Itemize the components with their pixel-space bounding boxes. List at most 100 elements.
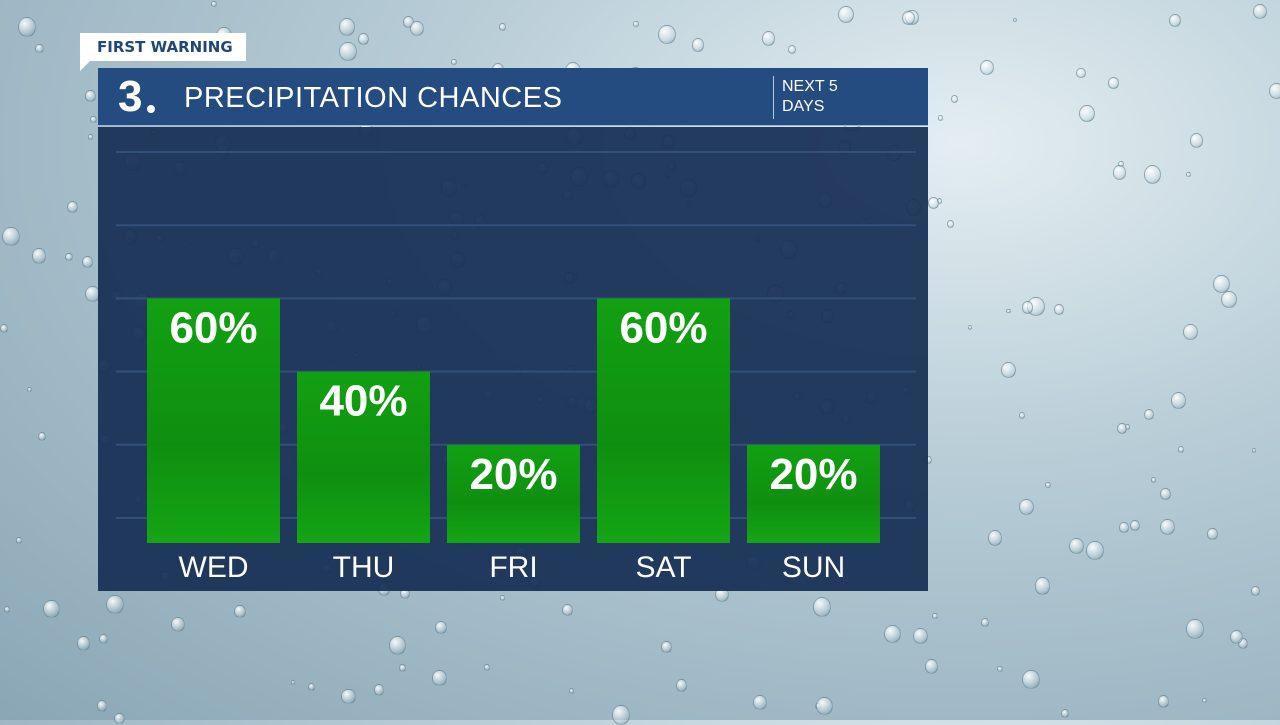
- rain-drop: [611, 705, 630, 725]
- chart-area: 60% WED 40% THU 20% FRI 60% SAT 20% SUN: [98, 127, 928, 591]
- rain-drop: [432, 669, 447, 686]
- data-label: 60%: [169, 303, 257, 352]
- rain-drop: [1069, 537, 1084, 554]
- rain-drop: [76, 636, 91, 652]
- rain-drop: [988, 530, 1003, 546]
- rain-drop: [18, 16, 37, 37]
- rain-drop: [981, 618, 990, 627]
- rain-drop: [1160, 519, 1175, 536]
- rain-drop: [1268, 82, 1280, 100]
- rain-drop: [980, 60, 995, 76]
- page-title: PRECIPITATION CHANCES: [184, 82, 563, 114]
- rain-drop: [928, 196, 939, 209]
- rain-drop: [234, 604, 247, 618]
- rain-drop: [658, 25, 676, 45]
- rain-drop: [1118, 160, 1124, 167]
- rain-drop: [951, 94, 959, 103]
- rain-drop: [357, 33, 369, 46]
- rain-drop: [1034, 577, 1051, 595]
- data-label: 60%: [619, 303, 707, 352]
- header-divider: [773, 76, 774, 119]
- rain-drop: [1079, 104, 1095, 123]
- rain-drop: [1202, 698, 1207, 704]
- x-tick-label: FRI: [489, 551, 537, 584]
- rain-drop: [761, 31, 776, 47]
- rain-drop: [66, 201, 78, 214]
- data-label: 20%: [769, 450, 857, 499]
- x-tick-label: SAT: [635, 551, 691, 584]
- rain-drop: [1060, 708, 1070, 719]
- rain-drop: [1013, 17, 1018, 23]
- rain-drop: [210, 0, 217, 8]
- rain-drop: [1158, 695, 1170, 708]
- rain-drop: [106, 594, 124, 615]
- rain-drop: [114, 713, 125, 725]
- x-tick-label: THU: [333, 551, 395, 584]
- rain-drop: [787, 45, 797, 55]
- first-warning-badge: FIRST WARNING: [80, 33, 246, 71]
- rain-drop: [1229, 629, 1244, 645]
- rain-drop: [1150, 476, 1157, 483]
- rain-drop: [1113, 165, 1127, 181]
- rain-drop: [16, 537, 23, 544]
- rain-drop: [1183, 323, 1198, 340]
- rain-drop: [633, 21, 639, 27]
- rain-drop: [291, 680, 296, 685]
- cbs-eye-icon: [144, 102, 158, 116]
- rain-drop: [1022, 669, 1040, 690]
- rain-drop: [1220, 290, 1237, 308]
- rain-drop: [1108, 77, 1119, 89]
- rain-drop: [31, 247, 47, 264]
- rain-drop: [901, 10, 916, 26]
- rain-drop: [398, 664, 407, 673]
- header-subtitle: NEXT 5 DAYS: [782, 77, 838, 117]
- rain-drop: [26, 386, 33, 393]
- rain-drop: [924, 659, 939, 675]
- rain-drop: [997, 665, 1003, 672]
- rain-drop: [85, 89, 96, 102]
- rain-drop: [451, 58, 457, 65]
- rain-drop: [691, 37, 705, 52]
- rain-drop: [1160, 488, 1172, 501]
- rain-drop: [1018, 498, 1034, 515]
- rain-drop: [87, 134, 93, 140]
- rain-drop: [1143, 164, 1162, 185]
- subtitle-line2: DAYS: [782, 98, 825, 115]
- rain-drop: [373, 684, 385, 696]
- rain-drop: [90, 116, 97, 124]
- rain-drop: [753, 694, 768, 711]
- rain-drop: [815, 696, 833, 716]
- rain-drop: [1054, 303, 1064, 315]
- rain-drop: [947, 219, 955, 228]
- rain-drop: [1144, 409, 1155, 421]
- bar-chart: 60% WED 40% THU 20% FRI 60% SAT 20% SUN: [116, 151, 916, 584]
- rain-drop: [1021, 301, 1034, 314]
- rain-drop: [341, 688, 356, 705]
- rain-drop: [1170, 392, 1186, 409]
- rain-drop: [98, 634, 108, 645]
- rain-drop: [1213, 275, 1230, 294]
- rain-drop: [35, 43, 44, 54]
- rain-drop: [884, 624, 901, 643]
- subtitle-line1: NEXT 5: [782, 78, 838, 95]
- rain-drop: [1251, 586, 1260, 597]
- rain-drop: [409, 20, 424, 37]
- rain-drop: [307, 683, 316, 692]
- rain-drop: [1018, 412, 1026, 420]
- rain-drop: [837, 5, 854, 24]
- rain-drop: [338, 17, 356, 36]
- rain-drop: [1076, 67, 1086, 79]
- rain-drop: [568, 688, 575, 695]
- rain-drop: [338, 41, 357, 62]
- rain-drop: [1085, 540, 1104, 561]
- bar-fri: [447, 444, 580, 543]
- rain-drop: [1206, 528, 1218, 540]
- rain-drop: [661, 641, 672, 653]
- rain-drop: [2, 227, 20, 247]
- rain-drop: [1185, 171, 1191, 178]
- x-tick-label: SUN: [782, 551, 845, 584]
- rain-drop: [912, 627, 928, 645]
- rain-drop: [1006, 308, 1011, 314]
- rain-drop: [1116, 422, 1127, 435]
- rain-drop: [1253, 3, 1267, 19]
